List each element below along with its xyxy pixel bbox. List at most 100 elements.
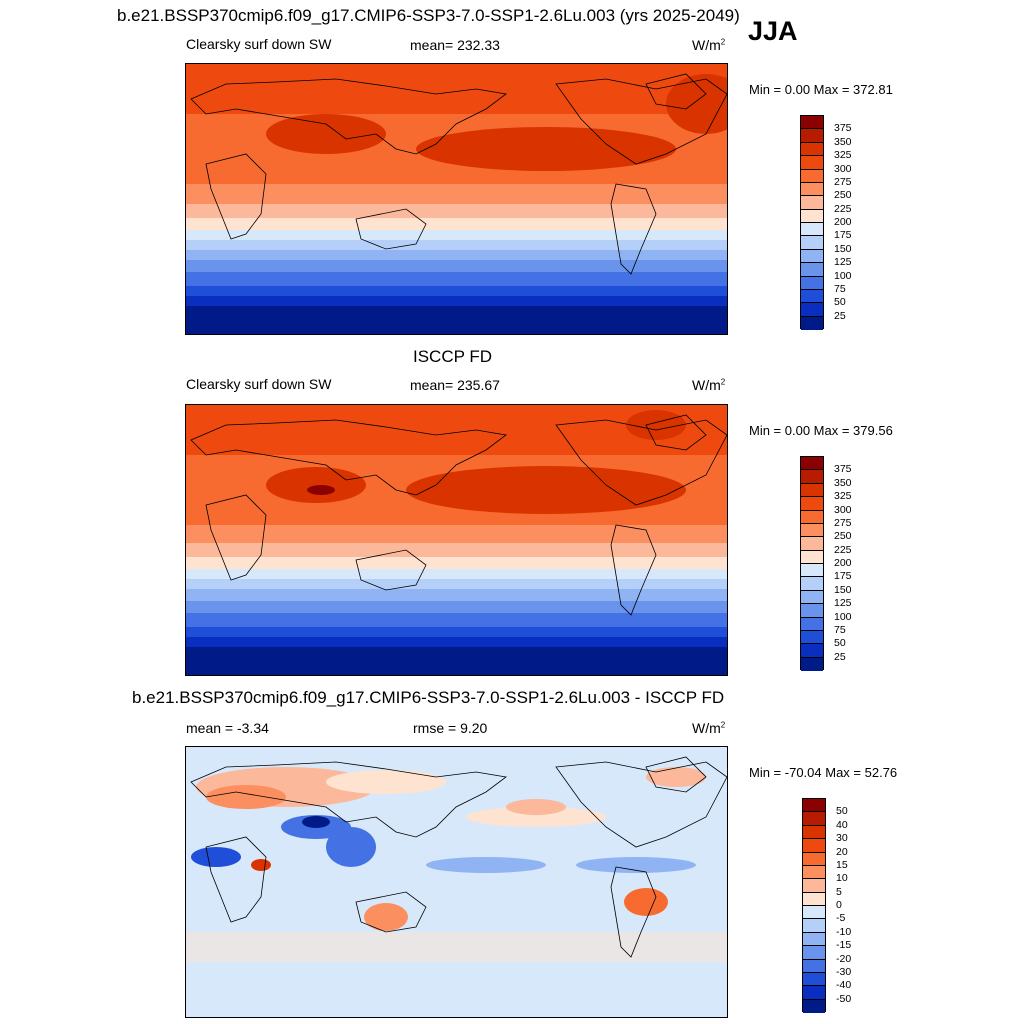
colorbar-tick-label: 225	[834, 202, 852, 215]
colorbar-segment	[801, 604, 823, 618]
panel3-rmse-label: rmse = 9.20	[413, 720, 488, 736]
colorbar-segment	[801, 550, 823, 564]
colorbar-tick-label: -30	[836, 965, 852, 978]
colorbar-tick-label: 350	[834, 135, 852, 148]
colorbar-tick-label: 150	[834, 583, 852, 596]
colorbar-tick-label: 30	[836, 832, 848, 845]
colorbar-segment	[803, 972, 825, 987]
colorbar-segment	[803, 919, 825, 933]
colorbar-tick-label: -15	[836, 939, 852, 952]
colorbar-segment	[803, 906, 825, 920]
colorbar-segment	[803, 959, 825, 973]
panel1-map	[185, 63, 728, 335]
colorbar-segment	[803, 865, 825, 880]
colorbar-segment	[803, 892, 825, 906]
panel1-colorbar	[800, 115, 824, 330]
panel2-variable-label: Clearsky surf down SW	[186, 376, 332, 392]
panel3-colorbar	[802, 798, 826, 1013]
panel1-map-svg	[186, 64, 727, 334]
colorbar-tick-label: 225	[834, 543, 852, 556]
colorbar-tick-label: 350	[834, 476, 852, 489]
colorbar-segment	[803, 946, 825, 960]
colorbar-segment	[801, 483, 823, 498]
colorbar-segment	[801, 236, 823, 250]
colorbar-tick-label: 100	[834, 610, 852, 623]
colorbar-tick-label: 375	[834, 122, 852, 135]
colorbar-tick-label: 100	[834, 269, 852, 282]
panel2-units: W/m2	[692, 377, 726, 393]
colorbar-segment	[801, 303, 823, 317]
colorbar-segment	[801, 577, 823, 591]
colorbar-segment	[803, 932, 825, 947]
colorbar-segment	[801, 289, 823, 304]
colorbar-tick-label: 300	[834, 162, 852, 175]
colorbar-segment	[801, 223, 823, 237]
colorbar-tick-label: 50	[834, 296, 846, 309]
colorbar-tick-label: 50	[834, 637, 846, 650]
colorbar-tick-label: 175	[834, 229, 852, 242]
colorbar-segment	[803, 839, 825, 853]
colorbar-tick-label: 325	[834, 149, 852, 162]
colorbar-tick-label: 25	[834, 309, 846, 322]
colorbar-tick-label: 20	[836, 845, 848, 858]
colorbar-tick-label: 125	[834, 256, 852, 269]
colorbar-tick-label: -20	[836, 952, 852, 965]
panel3-minmax: Min = -70.04 Max = 52.76	[749, 765, 898, 780]
colorbar-tick-label: 175	[834, 570, 852, 583]
colorbar-segment	[801, 523, 823, 538]
colorbar-segment	[801, 657, 823, 671]
colorbar-tick-label: 250	[834, 189, 852, 202]
panel2-colorbar	[800, 456, 824, 671]
colorbar-tick-label: 125	[834, 597, 852, 610]
colorbar-tick-label: 25	[834, 650, 846, 663]
colorbar-segment	[803, 986, 825, 1000]
colorbar-tick-label: 75	[834, 623, 846, 636]
colorbar-tick-label: 375	[834, 463, 852, 476]
panel3-mean-label: mean = -3.34	[186, 720, 269, 736]
colorbar-segment	[801, 644, 823, 658]
colorbar-segment	[803, 799, 825, 813]
colorbar-segment	[801, 510, 823, 524]
panel3-units: W/m2	[692, 720, 726, 736]
panel1-units: W/m2	[692, 37, 726, 53]
figure-title: b.e21.BSSP370cmip6.f09_g17.CMIP6-SSP3-7.…	[117, 6, 740, 25]
colorbar-tick-label: 10	[836, 872, 848, 885]
colorbar-tick-label: 300	[834, 503, 852, 516]
colorbar-tick-label: 0	[836, 899, 842, 911]
colorbar-tick-label: 200	[834, 216, 852, 228]
colorbar-tick-label: 40	[836, 818, 848, 831]
colorbar-segment	[801, 129, 823, 143]
colorbar-segment	[801, 564, 823, 578]
colorbar-tick-label: 250	[834, 530, 852, 543]
colorbar-segment	[801, 617, 823, 631]
panel1-mean-label: mean= 232.33	[410, 37, 500, 53]
colorbar-segment	[803, 852, 825, 866]
panel2-map	[185, 404, 728, 676]
colorbar-segment	[801, 209, 823, 223]
colorbar-segment	[801, 590, 823, 605]
colorbar-tick-label: 50	[836, 805, 848, 818]
colorbar-segment	[803, 879, 825, 893]
colorbar-segment	[801, 169, 823, 183]
colorbar-segment	[801, 156, 823, 170]
panel1-variable-label: Clearsky surf down SW	[186, 36, 332, 52]
panel2-map-svg	[186, 405, 727, 675]
colorbar-segment	[801, 142, 823, 157]
panel1-minmax: Min = 0.00 Max = 372.81	[749, 82, 893, 97]
colorbar-tick-label: 15	[836, 858, 848, 871]
colorbar-segment	[801, 249, 823, 264]
colorbar-tick-label: -50	[836, 992, 852, 1005]
colorbar-segment	[801, 196, 823, 210]
season-label: JJA	[748, 16, 798, 46]
colorbar-segment	[803, 825, 825, 840]
panel2-title: ISCCP FD	[413, 347, 493, 366]
colorbar-segment	[801, 182, 823, 197]
colorbar-segment	[801, 116, 823, 130]
colorbar-tick-label: -5	[836, 912, 846, 925]
colorbar-segment	[801, 457, 823, 471]
panel3-map-svg	[186, 747, 727, 1017]
colorbar-segment	[801, 276, 823, 290]
colorbar-segment	[803, 812, 825, 826]
colorbar-tick-label: 5	[836, 885, 842, 898]
colorbar-tick-label: -10	[836, 925, 852, 938]
